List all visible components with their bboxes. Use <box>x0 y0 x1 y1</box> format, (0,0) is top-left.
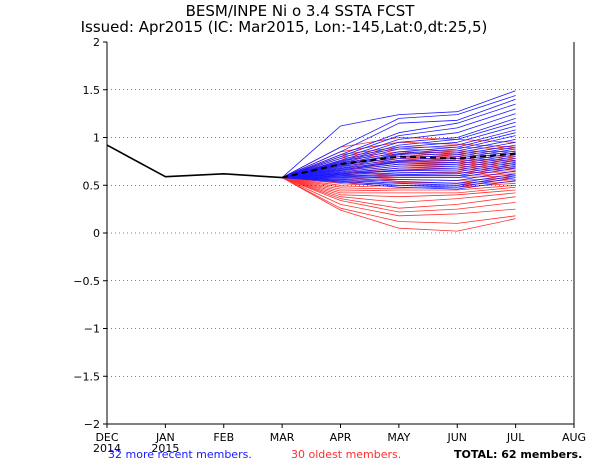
recent-member-line <box>282 163 516 178</box>
recent-member-line <box>282 154 516 178</box>
oldest-member-line <box>281 177 516 232</box>
oldest-member-line <box>281 177 516 203</box>
recent-member-line <box>282 152 516 178</box>
legend-oldest-members: 30 oldest members. <box>291 448 402 461</box>
x-tick-label: AUG <box>562 431 586 444</box>
legend-recent-members: 32 more recent members. <box>108 448 252 461</box>
recent-member-line <box>282 135 516 178</box>
chart-subtitle: Issued: Apr2015 (IC: Mar2015, Lon:-145,L… <box>80 18 488 36</box>
recent-member-line <box>282 167 516 179</box>
oldest-member-line <box>281 177 516 217</box>
x-tick-label: MAY <box>387 431 410 444</box>
recent-member-line <box>282 156 516 178</box>
x-tick-label: JUN <box>446 431 467 444</box>
recent-member-line <box>282 165 516 178</box>
y-tick-label: 0 <box>93 227 100 240</box>
chart-title: BESM/INPE Ni o 3.4 SSTA FCST <box>185 2 415 20</box>
recent-member-line <box>282 150 516 178</box>
recent-member-line <box>282 173 516 184</box>
y-tick-label: −2 <box>84 418 100 431</box>
recent-member-line <box>281 121 516 178</box>
x-tick-label: JUL <box>506 431 525 444</box>
recent-member-line <box>282 139 516 178</box>
x-tick-label: MAR <box>270 431 295 444</box>
recent-member-line <box>281 125 516 178</box>
recent-member-line <box>281 118 516 178</box>
y-tick-label: 2 <box>93 36 100 49</box>
recent-member-line <box>282 177 516 188</box>
oldest-member-line <box>281 177 516 224</box>
recent-member-line <box>281 113 516 178</box>
x-tick-label: JAN <box>155 431 175 444</box>
recent-member-line <box>282 146 516 178</box>
oldest-member-line <box>281 177 516 213</box>
y-tick-label: 1 <box>93 132 100 145</box>
oldest-member-line <box>282 177 516 192</box>
recent-member-line <box>282 132 516 178</box>
legend-total-members: TOTAL: 62 members. <box>454 448 583 461</box>
recent-member-line <box>282 161 516 178</box>
recent-member-line <box>282 141 516 178</box>
observed-series-group <box>106 144 283 179</box>
recent-member-line <box>282 144 516 178</box>
y-tick-label: −0.5 <box>73 275 100 288</box>
x-year-label: 2014 <box>93 442 121 455</box>
y-tick-label: −1.5 <box>73 370 100 383</box>
recent-member-line <box>282 170 516 181</box>
x-tick-label: DEC <box>95 431 118 444</box>
y-tick-label: 0.5 <box>83 179 101 192</box>
recent-members-series-group <box>281 90 516 190</box>
oldest-member-line <box>281 177 516 198</box>
recent-member-line <box>281 103 516 178</box>
recent-member-line <box>282 160 516 178</box>
oldest-member-line <box>281 177 516 209</box>
oldest-member-line <box>281 177 516 194</box>
y-tick-label: −1 <box>84 323 100 336</box>
recent-member-line <box>282 175 516 186</box>
recent-member-line <box>281 90 516 178</box>
recent-member-line <box>281 108 516 178</box>
recent-member-line <box>281 95 516 178</box>
x-tick-label: APR <box>330 431 352 444</box>
recent-member-line <box>282 177 516 190</box>
recent-member-line <box>281 98 516 178</box>
y-tick-label: 1.5 <box>83 84 101 97</box>
x-year-label: 2015 <box>151 442 179 455</box>
observed-line <box>106 144 283 179</box>
x-tick-label: FEB <box>213 431 234 444</box>
